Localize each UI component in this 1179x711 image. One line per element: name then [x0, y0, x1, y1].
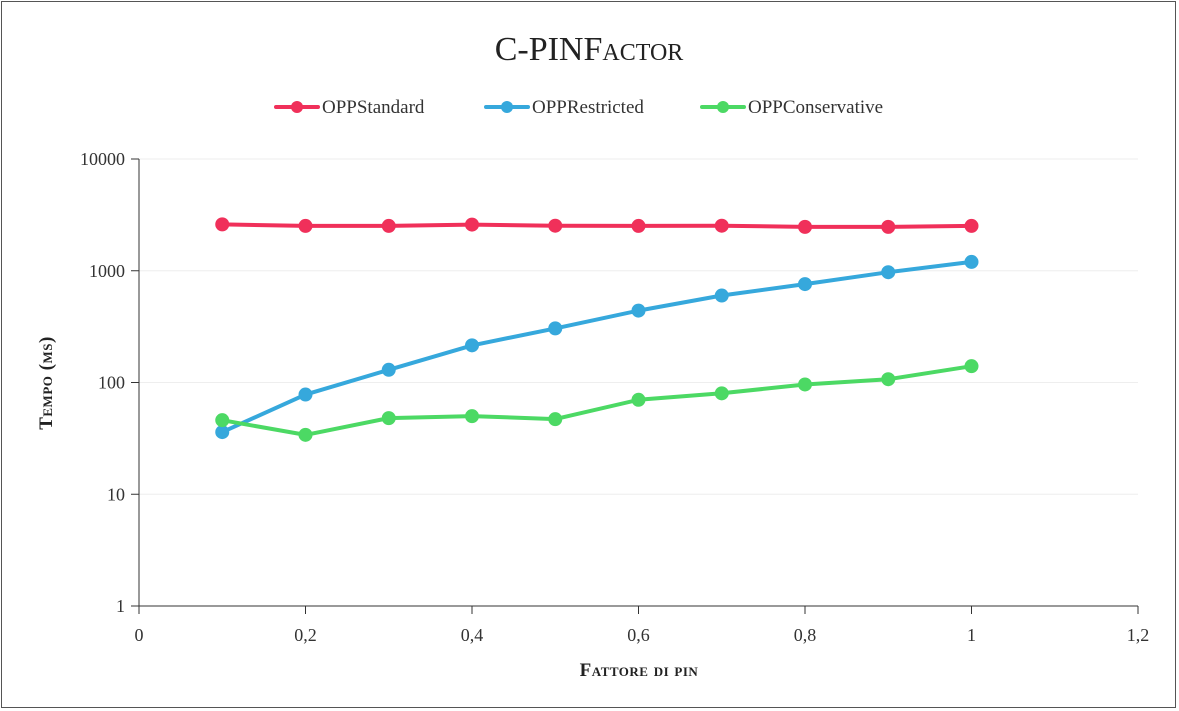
data-point-oppstandard	[298, 218, 313, 233]
x-tick-label: 0	[135, 625, 144, 645]
series-line-oppstandard	[220, 222, 974, 229]
x-tick-label: 0,8	[794, 625, 817, 645]
data-point-oppconservative	[881, 372, 896, 387]
data-point-oppstandard	[881, 219, 896, 234]
x-axis-label: Fattore di pin	[580, 660, 699, 681]
y-tick-label: 10	[107, 484, 125, 504]
y-tick-label: 100	[98, 373, 125, 393]
data-point-opprestricted	[548, 321, 563, 336]
legend-swatch-marker	[717, 101, 729, 113]
data-point-opprestricted	[298, 387, 313, 402]
data-point-oppstandard	[631, 218, 646, 233]
series-layer	[215, 217, 979, 442]
data-point-oppconservative	[381, 411, 396, 426]
x-tick-label: 1,2	[1127, 625, 1150, 645]
data-point-oppstandard	[714, 218, 729, 233]
chart-title: C-PINFactor	[495, 31, 684, 68]
axes: 1 10 100 1000 10000 0 0,2 0,4 0,6 0,8 1 1,2	[80, 149, 1149, 645]
data-point-oppconservative	[964, 359, 979, 374]
data-point-opprestricted	[465, 338, 479, 353]
x-tick-label: 0,6	[627, 625, 650, 645]
y-axis-label: Tempo (ms)	[36, 336, 57, 430]
data-point-oppstandard	[215, 217, 230, 232]
y-tick-label: 1	[116, 596, 125, 616]
data-point-opprestricted	[798, 277, 812, 292]
data-point-oppstandard	[798, 219, 812, 234]
data-point-oppconservative	[298, 427, 313, 442]
data-point-opprestricted	[964, 254, 979, 269]
legend-item-opprestricted: OPPRestricted	[484, 97, 644, 118]
data-point-oppconservative	[798, 377, 812, 392]
x-tick-label: 0,4	[461, 625, 484, 645]
x-tick-label: 0,2	[294, 625, 317, 645]
data-point-opprestricted	[381, 362, 396, 377]
legend-item-oppconservative: OPPConservative	[700, 97, 883, 118]
y-tick-label: 1000	[89, 261, 125, 281]
data-point-oppconservative	[548, 412, 563, 427]
legend-label: OPPConservative	[748, 97, 883, 118]
data-point-oppstandard	[964, 218, 979, 233]
legend-swatch-marker	[291, 101, 303, 113]
legend-label: OPPStandard	[322, 97, 425, 118]
legend-label: OPPRestricted	[532, 97, 644, 118]
legend: OPPStandard OPPRestricted OPPConservative	[274, 97, 883, 118]
data-point-oppconservative	[465, 409, 479, 424]
data-point-opprestricted	[631, 303, 646, 318]
data-point-opprestricted	[215, 425, 230, 440]
gridlines	[139, 158, 1138, 495]
series-line-oppconservative	[220, 364, 974, 437]
data-point-oppstandard	[548, 218, 563, 233]
data-point-opprestricted	[714, 288, 729, 303]
x-tick-label: 1	[967, 625, 976, 645]
data-point-oppstandard	[465, 217, 479, 232]
data-point-oppstandard	[381, 218, 396, 233]
data-point-oppconservative	[215, 413, 230, 428]
data-point-oppconservative	[631, 392, 646, 407]
data-point-opprestricted	[881, 265, 896, 280]
legend-item-oppstandard: OPPStandard	[274, 97, 425, 118]
y-tick-label: 10000	[80, 149, 125, 169]
data-point-oppconservative	[714, 386, 729, 401]
series-line-opprestricted	[220, 259, 974, 435]
legend-swatch-marker	[501, 101, 513, 113]
